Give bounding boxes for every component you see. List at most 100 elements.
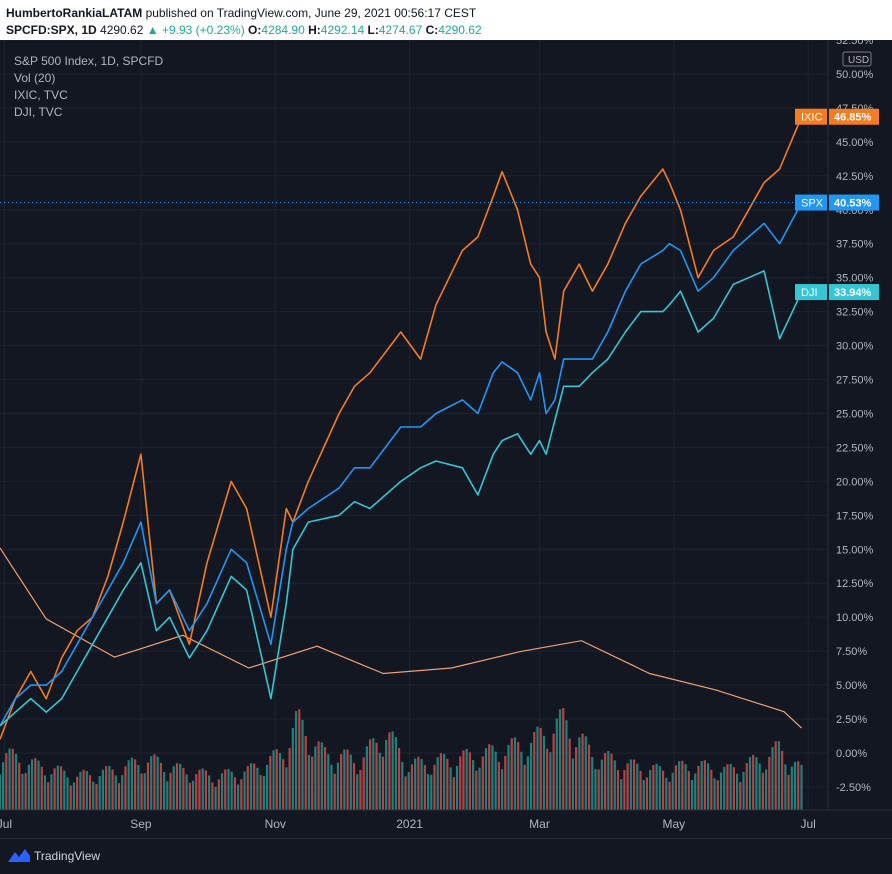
y-tick-label: 27.50% (836, 375, 874, 387)
legend-ixic[interactable]: IXIC, TVC (14, 88, 68, 102)
legend-dji[interactable]: DJI, TVC (14, 105, 63, 119)
volume-bar (700, 761, 703, 810)
y-tick-label: 35.00% (836, 273, 874, 285)
volume-bar (204, 770, 208, 810)
volume-bar (272, 750, 275, 810)
volume-bar (417, 756, 420, 810)
volume-bar (665, 777, 668, 810)
volume-bar (591, 756, 594, 810)
volume-bar (317, 741, 320, 810)
volume-bar (288, 748, 291, 810)
y-tick-label: 0.00% (836, 748, 867, 760)
volume-bar (175, 763, 179, 810)
series-value-tag (829, 284, 879, 301)
volume-bar (610, 753, 613, 810)
volume-bar (101, 769, 105, 810)
volume-bar (172, 766, 175, 810)
y-tick-label: 50.00% (836, 69, 874, 81)
volume-bar (687, 771, 690, 810)
volume-bar (475, 770, 478, 810)
volume-bar (208, 775, 211, 810)
x-tick-label: May (663, 817, 686, 831)
volume-bar (327, 754, 330, 810)
volume-bar (320, 742, 323, 810)
axis-layer: 52.50%50.00%47.50%45.00%42.50%40.00%37.5… (0, 35, 892, 831)
volume-bar (555, 718, 558, 810)
volume-bar (375, 742, 378, 810)
volume-bar (510, 738, 513, 810)
legend-main-series[interactable]: S&P 500 Index, 1D, SPCFD (14, 54, 164, 68)
volume-bar (768, 756, 771, 810)
volume-bar (793, 761, 797, 810)
volume-bar (352, 763, 356, 810)
legend-volume[interactable]: Vol (20) (14, 71, 56, 85)
volume-bar (404, 776, 407, 810)
volume-bar (397, 747, 401, 810)
volume-bar (143, 773, 146, 810)
footer: TradingView (0, 838, 892, 874)
volume-bar (105, 766, 108, 810)
volume-bar (2, 762, 5, 810)
volume-bar (523, 764, 526, 810)
tradingview-brand[interactable]: TradingView (34, 849, 101, 863)
volume-bar (468, 752, 471, 810)
volume-bar (478, 767, 481, 810)
volume-bar (449, 767, 452, 810)
volume-bar (265, 764, 269, 810)
volume-bar (565, 720, 568, 810)
volume-bar (742, 771, 745, 810)
series-name-label: SPX (801, 198, 824, 210)
volume-bar (66, 777, 69, 810)
volume-bar (748, 756, 752, 810)
volume-bar (314, 746, 317, 810)
close-value: 4290.62 (438, 23, 482, 37)
volume-bar (82, 769, 85, 810)
volume-bar (703, 760, 706, 810)
volume-bar (446, 758, 449, 810)
series-name-label: DJI (801, 287, 818, 299)
y-tick-label: 42.50% (836, 171, 874, 183)
series-value-label: 33.94% (834, 287, 872, 299)
series-line-spx (0, 202, 803, 727)
x-tick-label: Nov (265, 817, 286, 831)
volume-bar (571, 758, 575, 810)
volume-bar (201, 768, 204, 810)
volume-bar (333, 773, 336, 810)
volume-bar (494, 751, 497, 810)
volume-bar (613, 760, 616, 810)
currency-label: USD (848, 55, 869, 66)
volume-bar (707, 763, 710, 810)
author-name[interactable]: HumbertoRankiaLATAM (6, 6, 143, 20)
volume-bar (784, 764, 787, 810)
volume-bar (69, 785, 72, 810)
volume-bar (127, 760, 130, 810)
volume-bar (568, 738, 571, 810)
volume-bar (420, 758, 423, 810)
volume-bar (188, 782, 191, 810)
last-price: 4290.62 (100, 23, 144, 37)
volume-bar (140, 773, 143, 810)
volume-bar (269, 755, 272, 810)
y-tick-label: 17.50% (836, 510, 874, 522)
volume-bar (394, 737, 397, 810)
volume-bar (372, 738, 375, 810)
volume-bar (774, 741, 777, 810)
tradingview-logo-icon[interactable] (8, 848, 30, 864)
chart-svg[interactable]: 52.50%50.00%47.50%45.00%42.50%40.00%37.5… (0, 35, 892, 838)
volume-bar (581, 733, 584, 810)
volume-bar (732, 767, 735, 810)
symbol-name: SPCFD:SPX, 1D (6, 23, 97, 37)
volume-bar (433, 764, 436, 810)
volume-bar (632, 759, 636, 810)
volume-bar (623, 770, 626, 810)
volume-bar (56, 765, 59, 810)
volume-bar (529, 742, 533, 810)
volume-bar (14, 753, 18, 810)
volume-bar (253, 763, 256, 810)
volume-bar (645, 777, 649, 810)
volume-bar (465, 748, 468, 810)
chart-area[interactable]: 52.50%50.00%47.50%45.00%42.50%40.00%37.5… (0, 35, 892, 838)
volume-bar (98, 776, 101, 810)
volume-bar (214, 786, 217, 810)
volume-bar (552, 733, 555, 810)
